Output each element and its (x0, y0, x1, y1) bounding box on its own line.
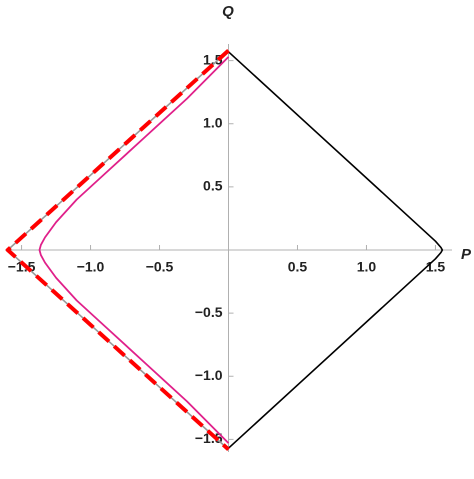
x-tick-label: 1.0 (357, 259, 377, 275)
x-tick-label: 1.5 (426, 259, 446, 275)
y-tick-label: 0.5 (203, 178, 223, 194)
curve (227, 51, 444, 449)
y-tick-label: −1.5 (195, 430, 223, 446)
y-tick-label: −0.5 (195, 304, 223, 320)
curve (5, 49, 230, 451)
x-tick-label: −0.5 (146, 259, 174, 275)
y-tick-label: 1.5 (203, 51, 223, 67)
y-tick-label: −1.0 (195, 367, 223, 383)
y-axis-label: Q (222, 3, 234, 20)
curve (38, 56, 230, 444)
x-axis-label: P (461, 246, 472, 263)
x-tick-label: 0.5 (288, 259, 308, 275)
x-tick-label: −1.0 (77, 259, 105, 275)
y-tick-label: 1.0 (203, 114, 223, 130)
